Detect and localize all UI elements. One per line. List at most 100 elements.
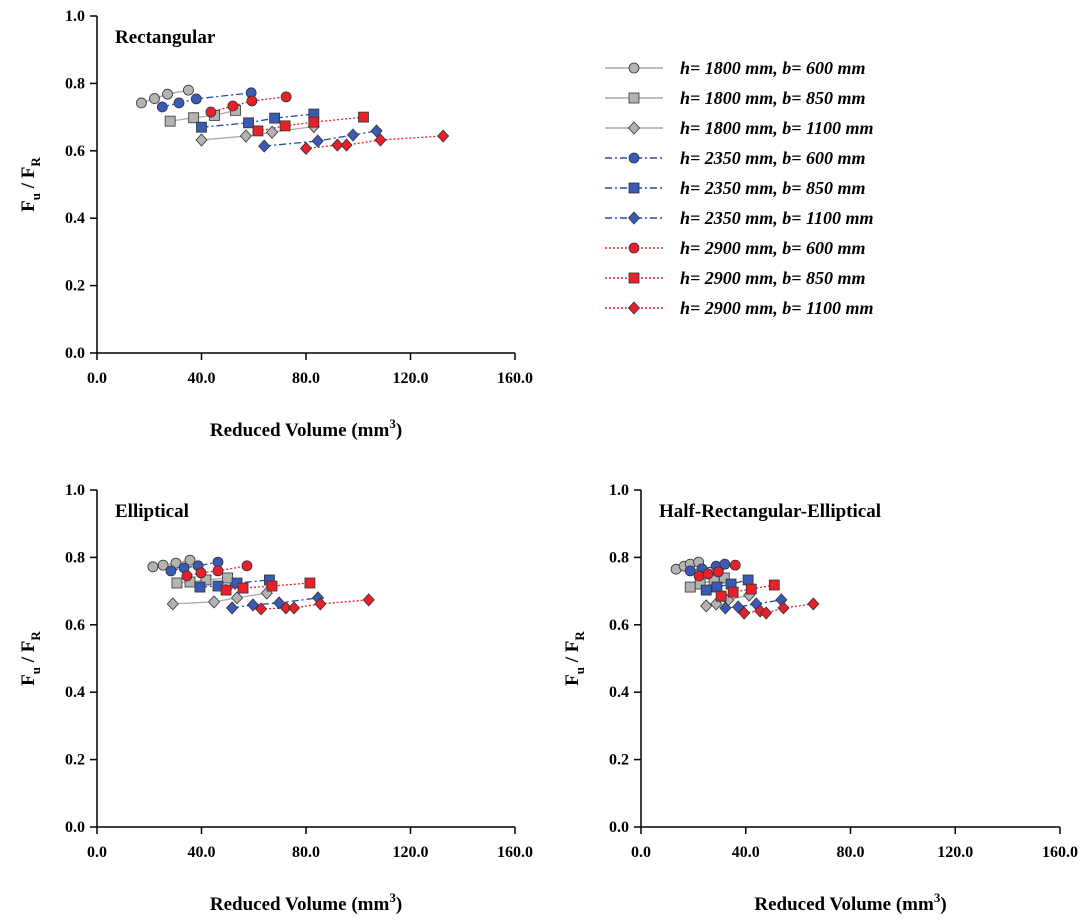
legend-marker xyxy=(628,242,640,254)
legend-marker xyxy=(628,272,640,284)
data-point xyxy=(700,584,712,596)
series-line xyxy=(725,599,782,609)
y-axis-title-sub: R xyxy=(28,631,43,641)
data-point xyxy=(171,577,183,589)
series-line xyxy=(305,135,444,150)
y-axis-title-sub: R xyxy=(28,157,43,167)
legend-label: h= 2900 mm, b= 600 mm xyxy=(680,238,866,258)
y-tick-label: 0.0 xyxy=(65,819,85,836)
x-tick-label: 160.0 xyxy=(497,844,533,861)
data-point xyxy=(246,598,260,612)
x-tick-label: 0.0 xyxy=(631,844,651,861)
data-point xyxy=(738,606,751,620)
data-point xyxy=(162,88,173,100)
data-point xyxy=(205,106,217,118)
x-tick-label: 80.0 xyxy=(292,370,320,387)
data-point xyxy=(195,567,207,579)
panel: 0.0 0.2 0.4 0.6 0.8 1.0 0.0 40.0 80.0 120.0 160.0 H… xyxy=(562,482,1078,915)
x-axis-title-part: ) xyxy=(396,894,402,915)
y-tick-label: 0.4 xyxy=(609,684,629,701)
y-tick-label: 0.0 xyxy=(65,345,85,362)
data-point xyxy=(230,591,244,605)
legend-marker xyxy=(628,62,640,74)
y-axis-title-part: F xyxy=(18,674,39,686)
data-point xyxy=(308,116,320,128)
data-point xyxy=(370,124,383,138)
x-tick-label: 80.0 xyxy=(837,844,865,861)
data-point xyxy=(760,606,773,620)
panel-title: Half-Rectangular-Elliptical xyxy=(659,501,881,522)
y-tick-label: 0.6 xyxy=(65,617,85,634)
data-point xyxy=(684,565,696,577)
data-point xyxy=(237,582,249,594)
data-point xyxy=(207,595,221,609)
data-point xyxy=(700,599,713,613)
data-point xyxy=(304,577,316,589)
data-point xyxy=(246,95,258,107)
data-point xyxy=(147,561,159,573)
legend-label: h= 1800 mm, b= 600 mm xyxy=(680,58,866,78)
y-tick-label: 1.0 xyxy=(609,482,629,499)
data-point xyxy=(269,112,281,124)
data-point xyxy=(362,593,375,607)
x-tick-label: 160.0 xyxy=(497,370,533,387)
legend-label: h= 2900 mm, b= 1100 mm xyxy=(680,298,874,318)
data-point xyxy=(718,572,730,584)
y-axis-title-part: / F xyxy=(562,641,583,667)
legend-label: h= 2350 mm, b= 600 mm xyxy=(680,148,866,168)
data-point xyxy=(195,133,208,147)
data-point xyxy=(742,574,754,586)
data-point xyxy=(346,128,360,142)
legend: h= 1800 mm, b= 600 mm h= 1800 mm, b= 850 … xyxy=(605,58,874,318)
data-point xyxy=(358,111,369,123)
panel-title: Elliptical xyxy=(115,501,189,522)
data-point xyxy=(241,560,253,572)
data-point xyxy=(183,84,194,96)
x-axis-title-part: ) xyxy=(940,894,946,915)
y-tick-label: 0.4 xyxy=(65,210,85,227)
data-point xyxy=(165,565,177,577)
data-point xyxy=(156,101,168,113)
data-point xyxy=(252,125,264,137)
y-axis-title-sub: u xyxy=(28,193,43,200)
panel: 0.0 0.2 0.4 0.6 0.8 1.0 0.0 40.0 80.0 120.0 160.0 E… xyxy=(18,482,533,915)
data-point xyxy=(807,597,820,611)
data-point xyxy=(164,115,176,127)
data-point xyxy=(719,558,731,570)
legend-marker xyxy=(628,182,640,194)
legend-marker xyxy=(628,92,640,104)
data-point xyxy=(136,97,147,109)
data-point xyxy=(258,139,271,153)
data-point xyxy=(227,100,239,112)
data-point xyxy=(149,93,160,104)
data-point xyxy=(768,579,780,591)
x-tick-label: 40.0 xyxy=(732,844,760,861)
data-point xyxy=(157,559,169,571)
panel: 0.0 0.2 0.4 0.6 0.8 1.0 0.0 40.0 80.0 120.0 160.0 R… xyxy=(18,8,533,441)
data-point xyxy=(170,557,182,569)
data-point xyxy=(437,129,450,143)
x-tick-label: 80.0 xyxy=(292,844,320,861)
legend-label: h= 2900 mm, b= 850 mm xyxy=(680,268,866,288)
data-point xyxy=(314,597,327,611)
data-point xyxy=(212,565,224,577)
y-tick-label: 0.6 xyxy=(65,143,85,160)
x-tick-label: 120.0 xyxy=(937,844,973,861)
legend-label: h= 2350 mm, b= 1100 mm xyxy=(680,208,874,228)
x-axis-title-part: ) xyxy=(396,420,402,441)
series-line xyxy=(720,584,775,597)
series-line xyxy=(170,109,236,122)
legend-marker xyxy=(627,301,641,315)
y-axis-title: Fu / FR xyxy=(562,631,587,686)
series-line xyxy=(170,561,219,572)
y-axis-title: Fu / FR xyxy=(18,157,43,212)
data-point xyxy=(299,141,313,156)
data-point xyxy=(222,572,234,584)
data-point xyxy=(719,601,732,615)
data-point xyxy=(331,138,344,152)
y-axis-title-sub: u xyxy=(572,667,587,674)
series-line xyxy=(176,577,228,584)
y-tick-label: 1.0 xyxy=(65,8,85,25)
legend-marker xyxy=(627,211,641,225)
